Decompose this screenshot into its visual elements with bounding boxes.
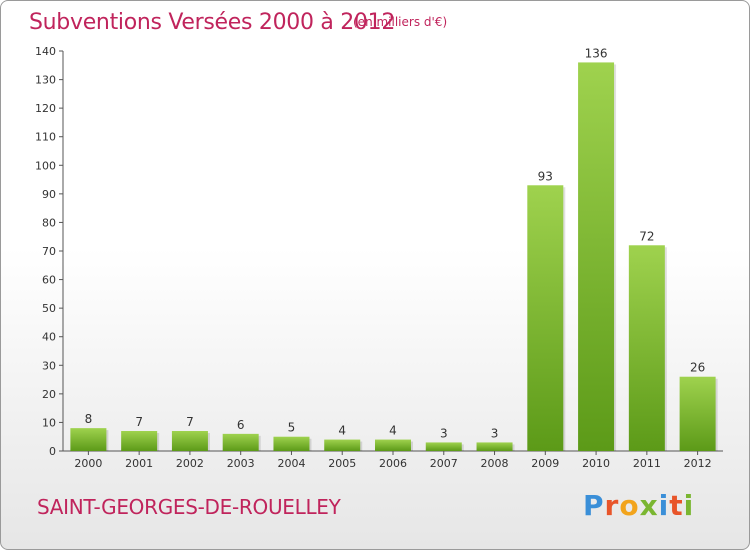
chart-title: Subventions Versées 2000 à 2012 (29, 10, 396, 35)
bar (679, 376, 716, 451)
bar-value-label: 3 (491, 426, 499, 440)
bar (171, 431, 208, 451)
x-tick-label: 2007 (430, 457, 458, 470)
y-tick-label: 130 (35, 74, 56, 87)
x-tick-label: 2000 (74, 457, 102, 470)
logo-letter: t (669, 489, 684, 522)
logo-letter: o (619, 489, 640, 522)
y-tick-label: 50 (42, 302, 56, 315)
y-tick-label: 60 (42, 274, 56, 287)
y-tick-label: 0 (49, 445, 56, 458)
logo-letter: P (583, 489, 605, 522)
bar-value-label: 26 (690, 361, 705, 375)
bar-value-label: 3 (440, 426, 448, 440)
x-tick-label: 2004 (277, 457, 305, 470)
y-tick-label: 120 (35, 102, 56, 115)
x-tick-label: 2008 (481, 457, 509, 470)
x-tick-label: 2012 (684, 457, 712, 470)
bar-value-label: 4 (389, 424, 397, 438)
bar (578, 62, 615, 452)
bar (273, 436, 310, 451)
bar-value-label: 5 (288, 421, 296, 435)
y-tick-label: 140 (35, 45, 56, 58)
bar (527, 185, 564, 452)
chart-subtitle: (en milliers d'€) (353, 15, 448, 29)
bar-value-label: 6 (237, 418, 245, 432)
x-tick-label: 2003 (227, 457, 255, 470)
logo-letter: x (639, 489, 659, 522)
bar-value-label: 72 (639, 229, 654, 243)
y-tick-label: 110 (35, 131, 56, 144)
y-tick-label: 40 (42, 331, 56, 344)
bar (476, 442, 513, 451)
bar-value-label: 7 (135, 415, 143, 429)
commune-name: SAINT-GEORGES-DE-ROUELLEY (37, 495, 341, 519)
bar (425, 442, 462, 451)
x-tick-label: 2010 (582, 457, 610, 470)
bar (121, 431, 158, 451)
x-tick-label: 2009 (531, 457, 559, 470)
bar-value-label: 7 (186, 415, 194, 429)
logo-letter: i (658, 489, 670, 522)
bar (324, 439, 361, 451)
bar-value-label: 4 (338, 424, 346, 438)
bar (222, 433, 259, 451)
bar (628, 245, 665, 451)
x-tick-label: 2006 (379, 457, 407, 470)
bar (375, 439, 411, 451)
x-tick-label: 2005 (328, 457, 356, 470)
y-tick-label: 80 (42, 216, 56, 229)
bar-value-label: 136 (585, 46, 608, 60)
y-tick-label: 90 (42, 188, 56, 201)
bar-value-label: 93 (538, 169, 553, 183)
logo-letter: i (683, 489, 695, 522)
logo-letter: r (604, 489, 620, 522)
bar (70, 428, 107, 451)
y-tick-label: 30 (42, 359, 56, 372)
x-tick-label: 2002 (176, 457, 204, 470)
y-tick-label: 70 (42, 245, 56, 258)
x-tick-label: 2001 (125, 457, 153, 470)
y-tick-label: 10 (42, 416, 56, 429)
y-tick-label: 20 (42, 388, 56, 401)
y-tick-label: 100 (35, 159, 56, 172)
bar-value-label: 8 (85, 412, 93, 426)
x-tick-label: 2011 (633, 457, 661, 470)
proxiti-logo: Proxiti (583, 489, 694, 522)
